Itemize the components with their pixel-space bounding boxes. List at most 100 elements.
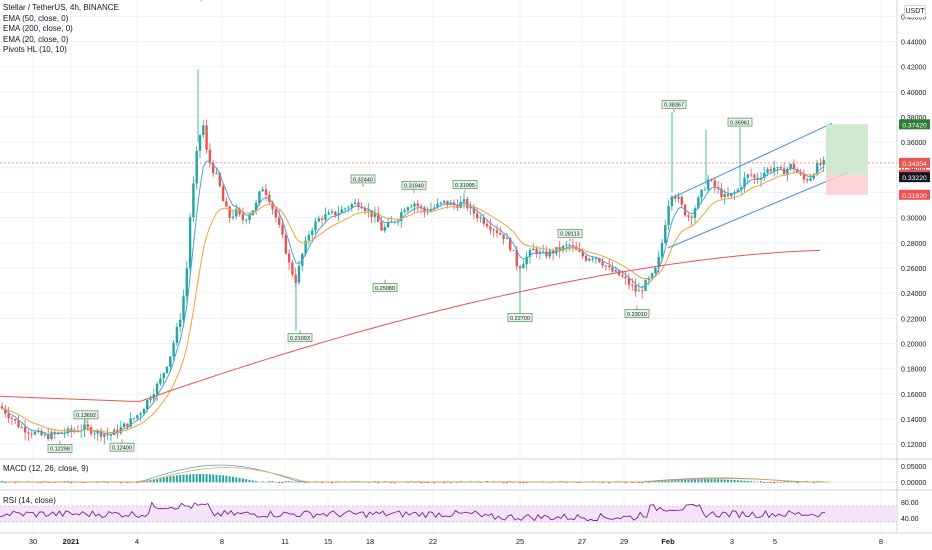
candle-body	[466, 199, 469, 209]
macd-bar	[294, 482, 297, 483]
macd-bar	[512, 482, 515, 483]
candle-body	[307, 234, 311, 241]
candle-body	[208, 149, 212, 163]
pivot-label-box	[73, 410, 99, 420]
macd-bar	[713, 479, 716, 483]
macd-bar	[449, 482, 452, 484]
time-tick-label: 27	[578, 537, 586, 546]
macd-bar	[575, 482, 578, 483]
pivot-label-box	[47, 444, 73, 453]
candle-body	[429, 209, 433, 212]
candle-body	[221, 186, 225, 202]
candle-body	[377, 213, 380, 222]
macd-bar	[406, 482, 409, 483]
candle-body	[594, 258, 598, 260]
pivot-label: 0.32440	[353, 177, 373, 183]
candle-body	[608, 265, 611, 268]
candle-body	[129, 418, 132, 427]
time-tick-label: 30	[29, 537, 37, 546]
ema20-line	[1, 160, 825, 436]
price-tick-label: 0.38000	[901, 115, 926, 122]
pivot-label-box	[372, 283, 398, 292]
macd-tick-label: 0.05000	[901, 464, 926, 471]
macd-tick-label: 0.00000	[901, 480, 926, 487]
candle-body	[766, 169, 769, 173]
candle-body	[327, 212, 330, 215]
macd-bar	[40, 482, 43, 484]
macd-bar	[677, 479, 680, 483]
candle-body	[202, 125, 205, 136]
pivot-label: 0.22700	[510, 316, 530, 322]
candle-body	[505, 238, 509, 240]
candle-body	[674, 196, 677, 199]
macd-bar	[172, 475, 175, 483]
macd-bar	[426, 482, 429, 483]
candle-body	[703, 189, 707, 191]
candle-body	[7, 413, 10, 419]
macd-bar	[637, 482, 640, 484]
macd-bar	[126, 482, 129, 484]
candle-body	[522, 264, 525, 269]
pivot-label: 0.23010	[627, 312, 647, 318]
candle-body	[23, 426, 27, 433]
macd-bar	[769, 482, 772, 483]
pivot-label: 0.36961	[730, 120, 750, 126]
candle-body	[47, 434, 50, 439]
macd-bar	[760, 481, 762, 483]
candle-body	[353, 202, 357, 205]
currency-unit-button[interactable]: USDT	[904, 5, 926, 18]
macd-bar	[106, 482, 109, 484]
candle-body	[730, 193, 733, 197]
candle-body	[188, 217, 192, 269]
ema50-legend[interactable]: EMA (50, close, 0)	[3, 13, 69, 23]
ema200-legend[interactable]: EMA (200, close, 0)	[3, 24, 73, 33]
macd-bar	[776, 481, 779, 483]
macd-bar	[420, 482, 423, 484]
price-axis-label-box	[899, 119, 930, 130]
rsi-legend[interactable]: RSI (14, close)	[3, 496, 56, 505]
candle-body	[542, 251, 545, 253]
macd-bar	[565, 482, 568, 484]
time-tick-label: 2021	[63, 537, 80, 546]
pivot-label: 0.38367	[664, 103, 684, 109]
price-tick-label: 0.44000	[901, 40, 926, 47]
candle-body	[317, 218, 320, 222]
macd-bar	[14, 482, 17, 484]
macd-bar	[674, 480, 677, 483]
candle-body	[667, 205, 670, 226]
macd-bar	[268, 481, 271, 483]
macd-bar	[179, 475, 182, 483]
macd-bar	[199, 474, 201, 483]
candle-body	[14, 419, 17, 421]
macd-bar	[241, 478, 244, 483]
macd-bar	[291, 481, 294, 483]
pivot-label-box	[507, 313, 533, 322]
macd-bar	[746, 480, 749, 483]
price-tick-label: 0.16000	[901, 392, 926, 399]
candle-body	[403, 210, 406, 213]
price-tick-label: 0.18000	[901, 367, 926, 374]
pivot-label-box	[350, 174, 376, 184]
candle-body	[641, 290, 644, 292]
symbol-title[interactable]: Stellar / TetherUS, 4h, BINANCE	[3, 3, 119, 12]
macd-bar	[423, 482, 426, 483]
ema20-legend[interactable]: EMA (20, close, 0)	[3, 34, 69, 44]
macd-bar	[83, 482, 86, 484]
candle-body	[212, 162, 215, 174]
macd-legend[interactable]: MACD (12, 26, close, 9)	[3, 464, 89, 473]
candle-body	[736, 189, 740, 193]
macd-bar	[222, 475, 225, 483]
macd-bar	[753, 481, 756, 483]
candle-body	[238, 208, 241, 215]
candle-body	[650, 273, 654, 278]
candle-body	[195, 150, 198, 184]
macd-bar	[212, 474, 215, 483]
candle-body	[535, 248, 538, 254]
macd-bar	[261, 481, 264, 483]
pivot-label-box	[287, 333, 313, 343]
pivots-legend[interactable]: Pivots HL (10, 10)	[3, 45, 67, 54]
macd-bar	[271, 481, 274, 483]
candle-body	[241, 214, 245, 221]
